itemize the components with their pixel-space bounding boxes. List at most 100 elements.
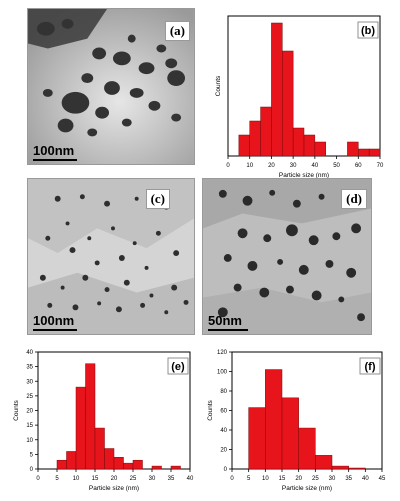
scale-label-a: 100nm [33, 143, 75, 158]
histogram-bar [271, 22, 283, 157]
tem-micrograph-d [203, 179, 371, 334]
panel-label-c: (c) [145, 189, 170, 209]
panel-label-box [359, 357, 381, 375]
histogram-bar [123, 462, 134, 470]
y-tick-label: 15 [26, 423, 33, 429]
histogram-bar [265, 369, 283, 470]
y-tick-label: 10 [26, 438, 33, 444]
histogram-bar [132, 459, 143, 470]
histogram-bar [282, 50, 294, 157]
x-tick-label: 45 [379, 476, 386, 482]
y-tick-label: 60 [220, 409, 227, 415]
y-tick-label: 35 [26, 365, 33, 371]
chart-f-svg: 0 5 10 15 20 25 30 35 40 45 0 20 40 60 80 100 120 Particl… [207, 350, 386, 492]
x-tick-label: 5 [247, 476, 251, 482]
chart-b-svg: 0 10 20 30 40 50 60 70 Particle size (nm) Counts (… [215, 15, 384, 179]
x-tick-label: 10 [262, 476, 269, 482]
x-tick-label: 0 [36, 476, 40, 482]
y-tick-label: 30 [26, 379, 33, 385]
histogram-bar [66, 451, 77, 470]
x-tick-label: 20 [111, 476, 118, 482]
y-tick-label: 20 [26, 409, 33, 415]
y-axis-label: Counts [207, 399, 214, 420]
x-axis-label: Particle size (nm) [89, 485, 139, 492]
x-tick-label: 40 [362, 476, 369, 482]
y-tick-label: 5 [30, 452, 34, 458]
histogram-bar [56, 459, 67, 470]
histogram-f: 0 5 10 15 20 25 30 35 40 45 0 20 40 60 80 100 120 Particl… [202, 340, 398, 500]
x-tick-label: 10 [73, 476, 80, 482]
x-axis-label: Particle size (nm) [282, 485, 332, 492]
scale-label-d: 50nm [208, 313, 242, 328]
x-tick-label: 60 [355, 163, 362, 169]
y-tick-label: 20 [220, 448, 227, 454]
panel-label-b: (b) [361, 25, 375, 37]
x-tick-label: 15 [279, 476, 286, 482]
y-tick-label: 120 [217, 350, 228, 356]
x-tick-label: 40 [312, 163, 319, 169]
scale-bar-c [33, 329, 77, 331]
panel-label-a: (a) [164, 21, 190, 41]
histogram-bar [331, 465, 349, 470]
histogram-bar [170, 465, 181, 470]
y-tick-label: 0 [224, 467, 228, 473]
histogram-bar [315, 455, 333, 470]
x-tick-label: 0 [226, 163, 230, 169]
histogram-bar [249, 120, 261, 157]
x-tick-label: 20 [268, 163, 275, 169]
histogram-bar [104, 448, 115, 470]
x-tick-label: 30 [329, 476, 336, 482]
x-tick-label: 30 [149, 476, 156, 482]
y-tick-label: 80 [220, 389, 227, 395]
y-tick-label: 25 [26, 394, 33, 400]
tem-image-d: (d) 50nm [202, 178, 372, 335]
x-tick-label: 70 [377, 163, 384, 169]
histogram-b: 0 10 20 30 40 50 60 70 Particle size (nm) Counts (… [200, 8, 396, 180]
x-axis-label: Particle size (nm) [279, 172, 329, 179]
x-tick-label: 25 [130, 476, 137, 482]
x-tick-label: 20 [295, 476, 302, 482]
histogram-bar [292, 127, 305, 157]
histogram-bar [303, 134, 316, 157]
y-axis-label: Counts [13, 399, 20, 420]
histogram-bar [314, 141, 326, 157]
x-tick-label: 50 [333, 163, 340, 169]
tem-image-a: (a) 100nm [27, 8, 195, 165]
panel-label-box [167, 357, 189, 375]
histogram-bar [85, 363, 96, 470]
x-tick-label: 30 [290, 163, 297, 169]
histogram-bar [281, 397, 299, 470]
panel-label-box [357, 21, 379, 39]
histogram-bar [75, 386, 86, 470]
x-tick-label: 5 [55, 476, 59, 482]
panel-label-d: (d) [341, 189, 367, 209]
tem-image-c: (c) 100nm [27, 178, 195, 335]
y-axis-label: Counts [215, 75, 222, 96]
panel-label-f: (f) [365, 361, 376, 373]
x-tick-label: 40 [187, 476, 194, 482]
histogram-bar [151, 465, 162, 470]
histogram-bar [347, 141, 359, 157]
scale-bar-a [33, 159, 77, 161]
histogram-bar [298, 427, 316, 470]
x-tick-label: 35 [168, 476, 175, 482]
histogram-bar [238, 134, 250, 157]
x-tick-label: 15 [92, 476, 99, 482]
y-tick-label: 0 [30, 467, 34, 473]
x-tick-label: 25 [312, 476, 319, 482]
histogram-bar [260, 106, 272, 157]
histogram-bar [248, 407, 266, 470]
histogram-bar [368, 148, 381, 157]
histogram-bar [113, 457, 124, 470]
x-tick-label: 35 [345, 476, 352, 482]
histogram-bar [348, 467, 366, 470]
y-tick-label: 40 [26, 350, 33, 356]
histogram-bar [358, 148, 370, 157]
x-tick-label: 10 [246, 163, 253, 169]
x-tick-label: 0 [230, 476, 234, 482]
panel-label-e: (e) [171, 361, 185, 373]
chart-e-svg: 0 5 10 15 20 25 30 35 40 0 5 10 15 20 25 30 35 40 Particle… [13, 350, 194, 492]
y-tick-label: 100 [217, 370, 228, 376]
histogram-e: 0 5 10 15 20 25 30 35 40 0 5 10 15 20 25 30 35 40 Particle… [2, 340, 202, 500]
scale-bar-d [208, 329, 248, 331]
